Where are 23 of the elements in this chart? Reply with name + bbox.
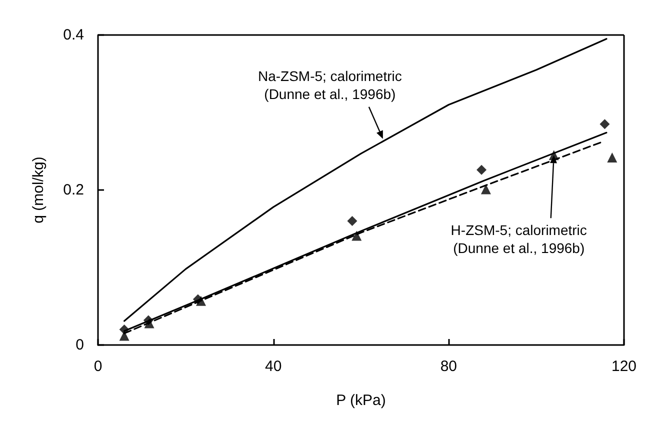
y-tick-label: 0.4: [63, 26, 84, 44]
point: [548, 150, 559, 160]
point: [480, 184, 491, 194]
x-tick-label: 40: [264, 358, 282, 375]
annotation: H-ZSM-5; calorimetric (Dunne et al., 1996b): [450, 222, 587, 256]
x-tick-label: 120: [611, 358, 637, 375]
x-tick-label: 0: [94, 358, 102, 375]
point: [352, 230, 362, 241]
y-axis-title: q (mol/kg): [30, 156, 47, 224]
line-series: [124, 38, 608, 322]
y-tick-label: 0.2: [63, 182, 84, 198]
point: [476, 164, 487, 175]
y-tick-label: 0: [76, 336, 84, 354]
point: [144, 318, 154, 328]
point: [600, 119, 610, 130]
x-tick-label: 80: [440, 358, 458, 375]
x-axis-title: P (kPa): [336, 392, 386, 409]
point: [607, 152, 618, 162]
point: [347, 216, 358, 226]
annotation: Na-ZSM-5; calorimetric (Dunne et al., 1996b): [258, 68, 402, 102]
point: [119, 324, 130, 334]
point: [196, 296, 206, 306]
point: [119, 330, 130, 341]
